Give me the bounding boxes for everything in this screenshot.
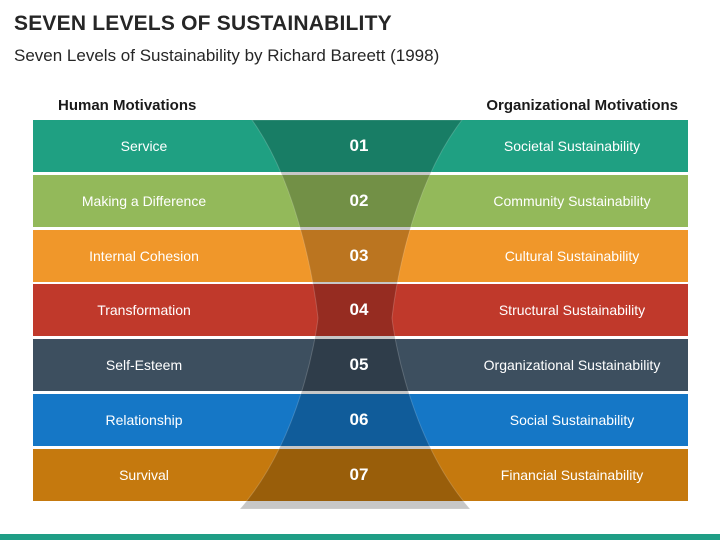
human-motivation-label: Transformation [97, 302, 191, 318]
levels-table: Service 01 Societal Sustainability Makin… [33, 120, 688, 502]
level-row-5: Self-Esteem 05 Organizational Sustainabi… [33, 339, 688, 391]
level-row-1: Service 01 Societal Sustainability [33, 120, 688, 172]
level-number: 03 [349, 246, 369, 265]
organizational-motivation-label: Community Sustainability [493, 193, 651, 209]
organizational-motivation-label: Cultural Sustainability [504, 248, 640, 264]
page-subtitle: Seven Levels of Sustainability by Richar… [14, 46, 440, 65]
level-row-6: Relationship 06 Social Sustainability [33, 394, 688, 446]
level-number: 01 [349, 136, 369, 155]
level-row-2: Making a Difference 02 Community Sustain… [33, 175, 688, 227]
human-motivation-label: Relationship [105, 412, 183, 428]
level-row-4: Transformation 04 Structural Sustainabil… [33, 284, 688, 336]
level-number: 05 [349, 355, 369, 374]
page-title: SEVEN LEVELS OF SUSTAINABILITY [14, 12, 392, 35]
organizational-motivations-header: Organizational Motivations [486, 97, 678, 114]
level-number: 04 [349, 300, 369, 319]
human-motivation-label: Self-Esteem [105, 357, 183, 373]
level-row-3: Internal Cohesion 03 Cultural Sustainabi… [33, 230, 688, 282]
accent-bar [0, 534, 720, 540]
human-motivation-label: Internal Cohesion [89, 248, 199, 264]
human-motivation-label: Making a Difference [81, 193, 207, 209]
organizational-motivation-label: Organizational Sustainability [483, 357, 661, 373]
level-number: 07 [349, 465, 369, 484]
organizational-motivation-label: Financial Sustainability [500, 467, 644, 483]
level-number: 02 [349, 191, 369, 210]
organizational-motivation-label: Structural Sustainability [498, 302, 646, 318]
level-row-7: Survival 07 Financial Sustainability [33, 449, 688, 501]
human-motivation-label: Service [120, 138, 168, 154]
human-motivations-header: Human Motivations [58, 97, 197, 114]
organizational-motivation-label: Social Sustainability [509, 412, 635, 428]
level-number: 06 [349, 410, 369, 429]
human-motivation-label: Survival [119, 467, 169, 483]
organizational-motivation-label: Societal Sustainability [503, 138, 641, 154]
